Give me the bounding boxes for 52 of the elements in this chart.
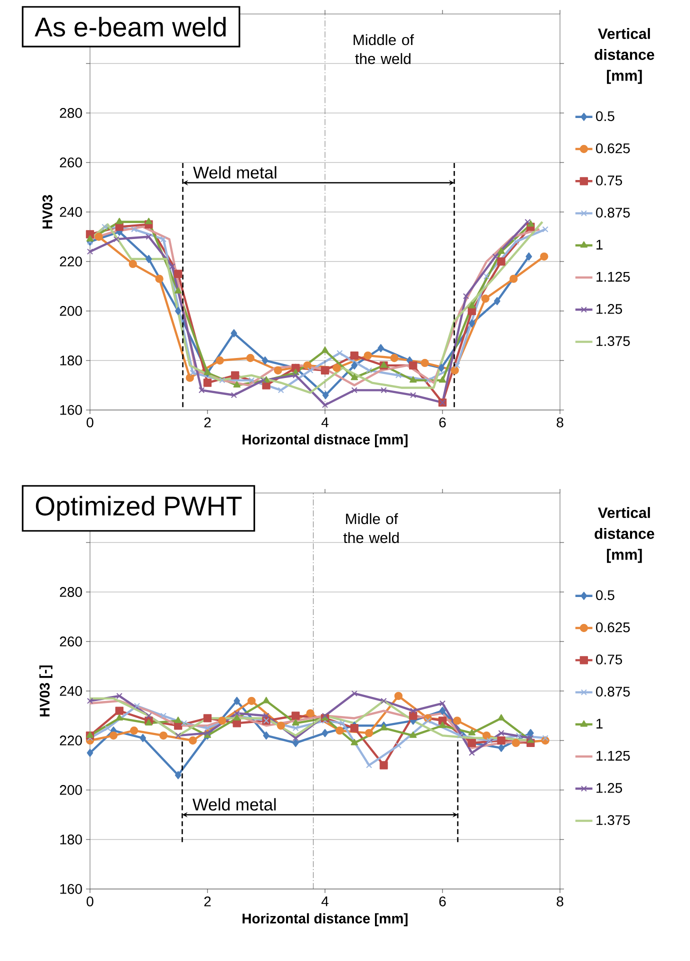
y-tick-label: 200 bbox=[60, 785, 82, 795]
legend-label: 0.5 bbox=[596, 590, 614, 600]
legend-label: 1.375 bbox=[596, 815, 630, 826]
legend-label: 1 bbox=[596, 718, 603, 728]
legend-title: Vertical distance [mm] bbox=[594, 507, 654, 563]
y-tick-label: 220 bbox=[60, 736, 82, 746]
y-tick-label: 160 bbox=[60, 405, 82, 415]
y-axis-title: HV03 [-] bbox=[39, 665, 52, 716]
y-tick-label: 180 bbox=[60, 834, 82, 844]
legend-label: 0.875 bbox=[596, 208, 630, 218]
x-tick-label: 4 bbox=[321, 896, 328, 906]
legend-label: 0.625 bbox=[596, 143, 630, 154]
chart-title: As e-beam weld bbox=[34, 16, 226, 37]
y-tick-label: 260 bbox=[60, 636, 82, 646]
y-tick-label: 220 bbox=[60, 256, 82, 266]
legend-label: 0.75 bbox=[596, 654, 622, 664]
legend-label: 0.875 bbox=[596, 686, 630, 697]
legend-label: 1.125 bbox=[596, 272, 630, 282]
y-tick-label: 260 bbox=[60, 158, 82, 168]
x-tick-label: 2 bbox=[204, 896, 211, 906]
legend-title: Vertical distance [mm] bbox=[594, 28, 654, 84]
ref-line-label: Middle of the weld bbox=[354, 34, 414, 64]
y-tick-label: 180 bbox=[60, 356, 82, 366]
y-tick-label: 280 bbox=[60, 108, 82, 118]
legend-label: 1 bbox=[596, 240, 603, 250]
legend-label: 0.625 bbox=[596, 622, 630, 632]
y-tick-label: 200 bbox=[60, 306, 82, 316]
x-tick-label: 4 bbox=[321, 418, 328, 428]
x-tick-label: 2 bbox=[204, 417, 211, 428]
y-tick-label: 240 bbox=[60, 207, 82, 217]
x-tick-label: 8 bbox=[556, 417, 564, 428]
y-tick-label: 160 bbox=[60, 884, 82, 894]
x-tick-label: 0 bbox=[86, 896, 94, 906]
legend-label: 1.25 bbox=[596, 783, 622, 793]
x-tick-label: 6 bbox=[439, 417, 446, 428]
annotation: Weld metal bbox=[193, 166, 276, 179]
x-tick-label: 8 bbox=[556, 896, 564, 906]
x-tick-label: 0 bbox=[86, 417, 94, 428]
ref-line-label: Midle of the weld bbox=[343, 513, 399, 544]
legend-label: 1.125 bbox=[596, 750, 630, 761]
y-axis-title: HV03 bbox=[42, 195, 52, 228]
legend-label: 0.5 bbox=[596, 111, 614, 122]
legend-label: 1.375 bbox=[596, 336, 630, 346]
chart-title: Optimized PWHT bbox=[36, 496, 242, 521]
legend-label: 1.25 bbox=[596, 304, 622, 314]
x-tick-label: 6 bbox=[439, 896, 446, 906]
y-tick-label: 280 bbox=[60, 587, 82, 597]
y-tick-label: 240 bbox=[60, 686, 82, 696]
x-axis-title: Horizontal distnace [mm] bbox=[242, 434, 408, 448]
legend-label: 0.75 bbox=[596, 176, 622, 186]
annotation: Weld metal bbox=[192, 798, 276, 811]
x-axis-title: Horizontal distance [mm] bbox=[242, 913, 408, 926]
